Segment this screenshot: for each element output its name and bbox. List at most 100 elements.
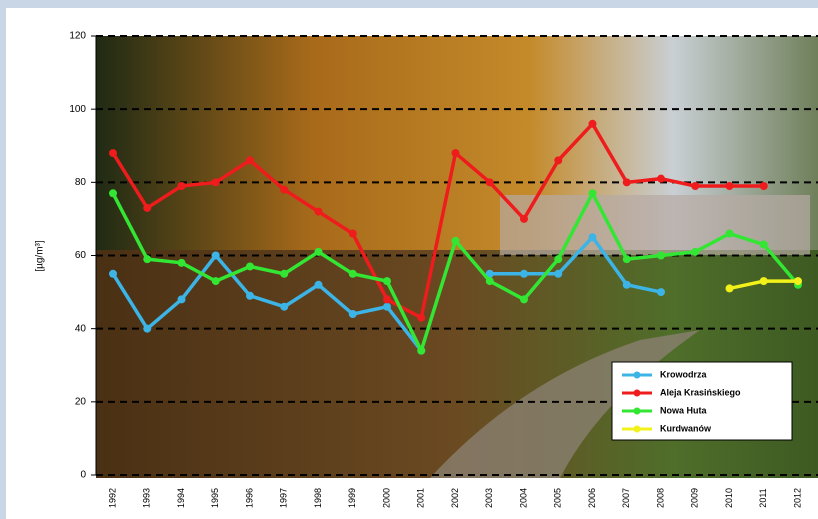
point xyxy=(657,288,665,297)
point xyxy=(657,174,665,183)
point xyxy=(759,277,768,286)
point xyxy=(451,236,460,245)
point xyxy=(143,203,152,212)
legend-label: Krowodrza xyxy=(660,369,707,379)
point xyxy=(348,229,357,238)
point xyxy=(280,269,289,278)
x-tick-label: 2007 xyxy=(621,488,631,508)
series-line xyxy=(111,122,764,320)
point xyxy=(622,178,631,187)
legend-marker xyxy=(633,389,641,397)
legend: Krowodrza Aleja Krasińskiego Nowa Huta Kurd… xyxy=(611,361,793,441)
point xyxy=(211,251,220,260)
point xyxy=(485,269,494,278)
point xyxy=(794,277,802,286)
legend-marker xyxy=(633,371,641,379)
point xyxy=(143,255,152,264)
y-tick-label: 120 xyxy=(69,31,86,42)
point xyxy=(246,262,254,271)
x-tick-label: 2012 xyxy=(792,488,802,508)
legend-marker xyxy=(633,425,641,433)
point xyxy=(622,255,631,264)
point xyxy=(520,269,528,278)
point xyxy=(177,181,186,190)
point xyxy=(314,280,323,289)
point xyxy=(725,284,734,293)
point xyxy=(554,255,563,264)
x-tick-label: 1992 xyxy=(107,488,117,508)
point xyxy=(383,295,391,304)
legend-label: Nowa Huta xyxy=(660,405,707,415)
point xyxy=(246,156,254,165)
x-tick-label: 2002 xyxy=(450,488,460,508)
point xyxy=(588,119,597,128)
point xyxy=(691,247,700,256)
x-tick-label: 1998 xyxy=(313,488,323,508)
y-tick-label: 80 xyxy=(75,177,87,188)
y-tick-label: 0 xyxy=(80,470,86,481)
x-tick-label: 2005 xyxy=(553,488,563,508)
point xyxy=(109,269,117,278)
photo-buildings xyxy=(500,195,810,255)
point xyxy=(383,302,391,311)
legend-label: Aleja Krasińskiego xyxy=(660,387,741,397)
point xyxy=(280,302,289,311)
series-line xyxy=(111,235,662,352)
point xyxy=(177,295,186,304)
point xyxy=(314,247,323,256)
point xyxy=(554,156,563,165)
point xyxy=(280,185,289,194)
y-tick-label: 100 xyxy=(69,104,86,115)
x-tick-label: 2011 xyxy=(758,488,768,507)
point xyxy=(314,207,323,216)
point xyxy=(417,346,426,355)
x-tick-label: 2006 xyxy=(587,488,597,508)
point xyxy=(691,181,700,190)
point xyxy=(725,181,734,190)
y-tick-label: 20 xyxy=(75,396,87,407)
point xyxy=(246,291,254,300)
point xyxy=(348,310,357,319)
point xyxy=(657,251,665,260)
point xyxy=(451,149,460,158)
point xyxy=(588,233,597,242)
y-axis-label: [µg/m³] xyxy=(35,240,46,272)
point xyxy=(109,189,117,198)
x-tick-label: 2010 xyxy=(724,488,734,508)
point xyxy=(109,149,117,158)
point xyxy=(485,277,494,286)
x-tick-label: 1994 xyxy=(176,488,186,508)
point xyxy=(211,178,220,187)
x-tick-label: 2001 xyxy=(416,488,426,508)
point xyxy=(211,277,220,286)
legend-label: Kurdwanów xyxy=(660,423,712,433)
point xyxy=(725,229,734,238)
legend-marker xyxy=(633,407,641,415)
point xyxy=(520,295,528,304)
x-tick-label: 1997 xyxy=(279,488,289,508)
point xyxy=(759,240,768,249)
point xyxy=(417,313,426,322)
x-tick-label: 1995 xyxy=(210,488,220,508)
point xyxy=(520,214,528,223)
x-tick-label: 2004 xyxy=(518,488,528,508)
point xyxy=(554,269,563,278)
point xyxy=(588,189,597,198)
point xyxy=(759,181,768,190)
x-tick-label: 2008 xyxy=(655,488,665,508)
point xyxy=(383,277,391,286)
x-tick-label: 1999 xyxy=(347,488,357,508)
y-tick-label: 60 xyxy=(75,250,87,261)
x-tick-label: 2009 xyxy=(690,488,700,508)
point xyxy=(177,258,186,267)
y-tick-label: 40 xyxy=(75,323,87,334)
point xyxy=(143,324,152,333)
point xyxy=(348,269,357,278)
x-tick-label: 2003 xyxy=(484,488,494,508)
x-tick-label: 2000 xyxy=(381,488,391,508)
x-tick-label: 1996 xyxy=(244,488,254,508)
point xyxy=(622,280,631,289)
x-tick-label: 1993 xyxy=(142,488,152,508)
